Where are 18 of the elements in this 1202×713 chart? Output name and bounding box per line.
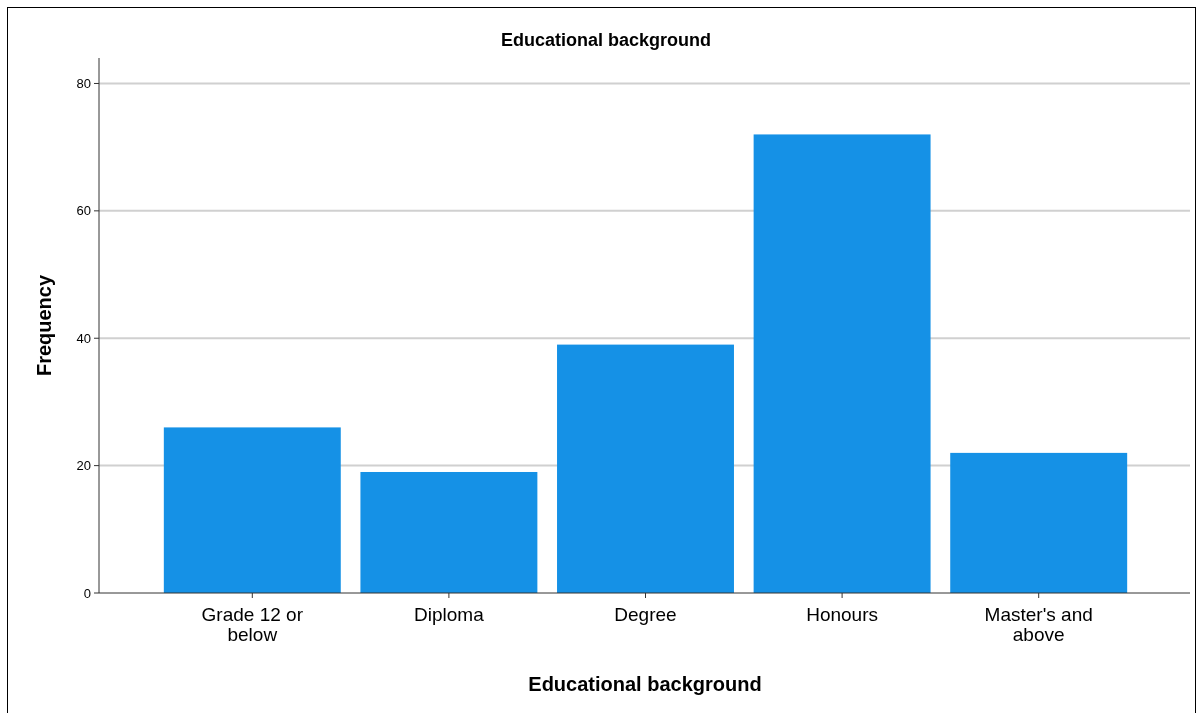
y-tick-label: 40 xyxy=(76,330,91,346)
bar xyxy=(360,471,538,593)
bar xyxy=(163,427,341,593)
bar xyxy=(950,452,1128,593)
chart-title: Educational background xyxy=(500,30,712,50)
y-axis-title: Frequency xyxy=(33,274,55,377)
y-tick-label: 60 xyxy=(76,203,91,219)
bar xyxy=(557,344,734,593)
x-tick-label: Master's and above xyxy=(984,604,1093,645)
x-tick-label: Degree xyxy=(614,604,677,625)
x-axis-title: Educational background xyxy=(528,673,762,695)
y-tick-label: 0 xyxy=(83,585,91,601)
x-tick-label: Diploma xyxy=(414,604,485,625)
y-tick-label: 20 xyxy=(76,458,91,474)
x-tick-label: Grade 12 or below xyxy=(201,604,304,645)
y-tick-label: 80 xyxy=(76,76,91,92)
x-tick-label: Honours xyxy=(806,604,879,625)
bar xyxy=(753,134,931,593)
